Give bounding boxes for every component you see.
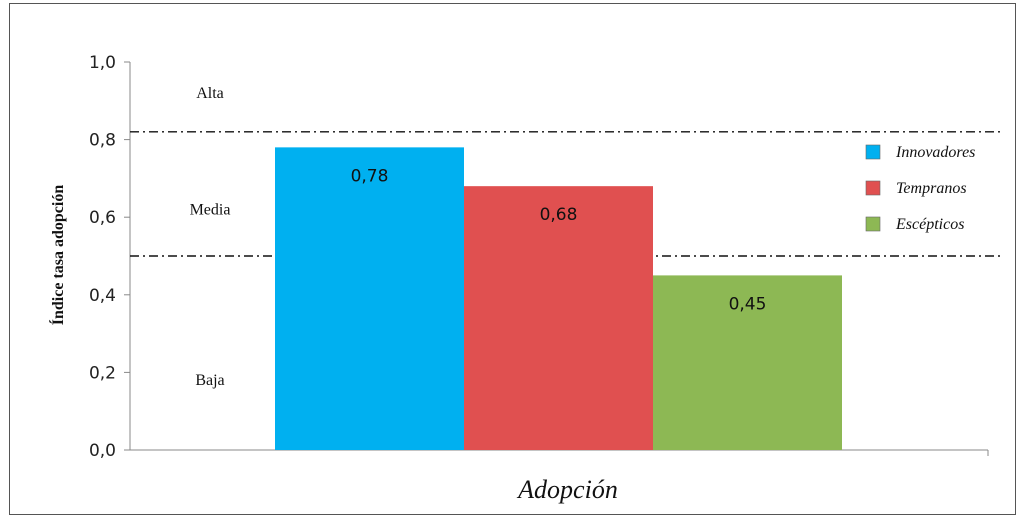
axes: 0,0 0,2 0,4 0,6 0,8 1,0 [89,53,989,461]
data-label: 0,78 [351,166,389,186]
bar-tempranos [464,186,653,450]
zone-label-media: Media [190,201,231,218]
legend-label: Innovadores [895,144,975,161]
y-tick-label: 0,4 [89,286,116,306]
y-tick-label: 0,2 [89,363,116,383]
zone-labels: Alta Media Baja [190,85,231,389]
y-tick-label: 0,0 [89,441,116,461]
x-axis-label: Adopción [516,475,618,504]
data-label: 0,45 [729,294,767,314]
y-tick-label: 0,6 [89,208,116,228]
threshold-lines [130,131,1003,257]
data-label: 0,68 [540,205,578,225]
y-tick-label: 0,8 [89,131,116,151]
zone-label-alta: Alta [196,85,224,102]
bar-escépticos [653,275,842,450]
legend-swatch [865,144,881,160]
legend-label: Tempranos [896,180,967,197]
bar-innovadores [275,147,464,451]
y-tick-label: 1,0 [89,53,116,73]
zone-label-baja: Baja [195,372,224,389]
y-axis-label: Índice tasa adopción [48,185,67,326]
bars: 0,78 0,68 0,45 [275,147,842,451]
legend: Innovadores Tempranos Escépticos [865,144,975,233]
legend-swatch [865,216,881,232]
legend-swatch [865,180,881,196]
legend-label: Escépticos [895,216,964,233]
